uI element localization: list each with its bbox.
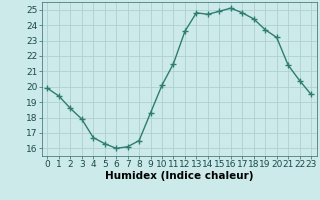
X-axis label: Humidex (Indice chaleur): Humidex (Indice chaleur) [105,171,253,181]
